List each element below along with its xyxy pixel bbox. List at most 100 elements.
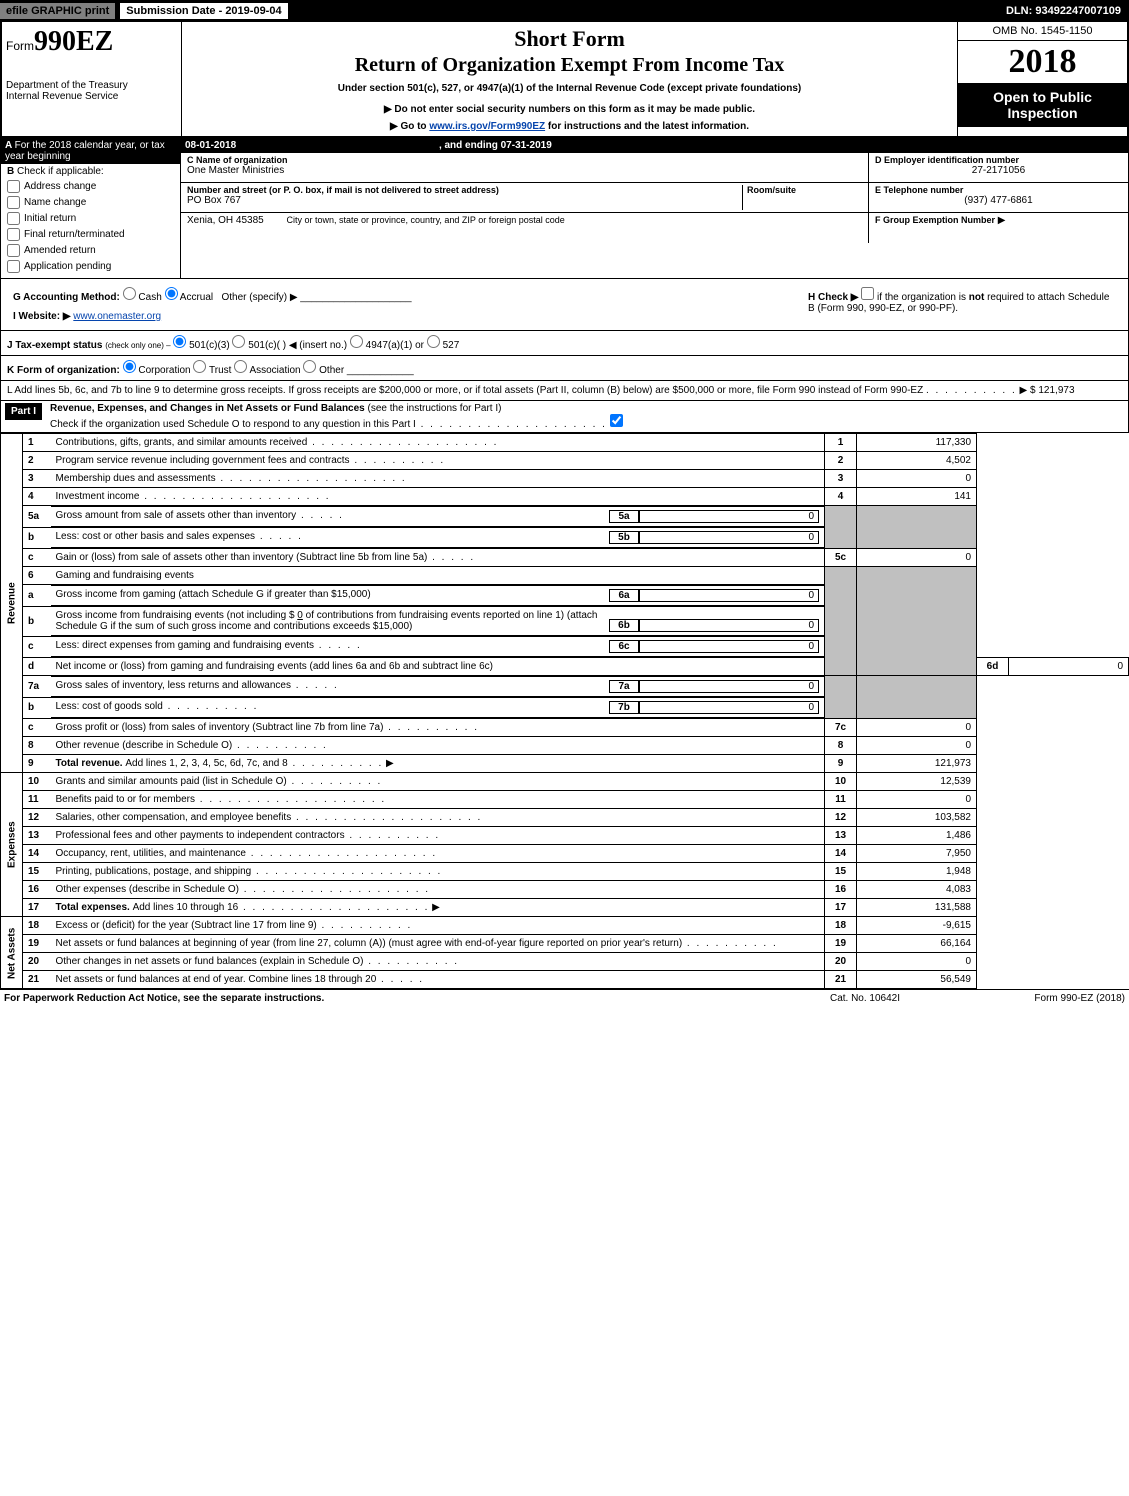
- chk-initial-return[interactable]: Initial return: [7, 212, 174, 225]
- addr-cell: Number and street (or P. O. box, if mail…: [181, 183, 868, 213]
- dept-irs: Internal Revenue Service: [6, 91, 177, 102]
- line-7c-val: 0: [857, 719, 977, 737]
- omb-number: OMB No. 1545-1150: [958, 22, 1127, 41]
- line-9-val: 121,973: [857, 755, 977, 773]
- line-2-val: 4,502: [857, 452, 977, 470]
- line-17: 17Total expenses. Add lines 10 through 1…: [1, 899, 1129, 917]
- website-link[interactable]: www.onemaster.org: [73, 311, 161, 322]
- l-text: L Add lines 5b, 6c, and 7b to line 9 to …: [7, 385, 923, 396]
- line-10-desc: Grants and similar amounts paid (list in…: [56, 776, 287, 787]
- irs-link[interactable]: www.irs.gov/Form990EZ: [429, 121, 545, 132]
- lines-table: Revenue 1Contributions, gifts, grants, a…: [0, 433, 1129, 989]
- l-val: $ 121,973: [1030, 385, 1075, 396]
- form-header: Form990EZ Department of the Treasury Int…: [0, 22, 1129, 138]
- f-arrow: ▶: [998, 215, 1006, 226]
- l-arrow: ▶: [1020, 385, 1028, 396]
- form-prefix: Form: [6, 39, 34, 53]
- k-o3: Association: [249, 365, 300, 376]
- efile-print-button[interactable]: efile GRAPHIC print: [0, 3, 115, 19]
- chk-527[interactable]: 527: [427, 340, 459, 351]
- j-hint: (check only one) –: [105, 341, 170, 350]
- h-not: not: [969, 292, 985, 303]
- chk-final-return[interactable]: Final return/terminated: [7, 228, 174, 241]
- i-label: I Website: ▶: [13, 311, 71, 322]
- line-9-d2: Add lines 1, 2, 3, 4, 5c, 6d, 7c, and 8: [125, 758, 287, 769]
- line-6a-desc: Gross income from gaming (attach Schedul…: [56, 589, 610, 602]
- j-o1: 501(c)(3): [189, 340, 230, 351]
- chk-label: Final return/terminated: [24, 229, 125, 240]
- chk-amended-return[interactable]: Amended return: [7, 244, 174, 257]
- other-label: Other (specify) ▶: [221, 292, 297, 303]
- chk-name-change[interactable]: Name change: [7, 196, 174, 209]
- addr-label: Number and street (or P. O. box, if mail…: [187, 185, 742, 195]
- ein-cell: D Employer identification number 27-2171…: [869, 153, 1128, 183]
- line-16-val: 4,083: [857, 881, 977, 899]
- ein-val: 27-2171056: [875, 165, 1122, 176]
- line-5a: 5aGross amount from sale of assets other…: [1, 506, 1129, 528]
- j-o4: 527: [443, 340, 460, 351]
- chk-association[interactable]: Association: [234, 365, 300, 376]
- return-title: Return of Organization Exempt From Incom…: [190, 54, 949, 77]
- row-k: K Form of organization: Corporation Trus…: [0, 356, 1129, 381]
- tax-year: 2018: [958, 41, 1127, 83]
- row-g-h: G Accounting Method: Cash Accrual Other …: [0, 279, 1129, 331]
- line-4-desc: Investment income: [56, 491, 140, 502]
- line-1-desc: Contributions, gifts, grants, and simila…: [56, 437, 308, 448]
- line-6a-val: 0: [639, 589, 819, 602]
- chk-trust[interactable]: Trust: [193, 365, 231, 376]
- open-public-1: Open to Public: [962, 89, 1123, 105]
- chk-address-change[interactable]: Address change: [7, 180, 174, 193]
- row-l: L Add lines 5b, 6c, and 7b to line 9 to …: [0, 381, 1129, 401]
- line-9: 9Total revenue. Add lines 1, 2, 3, 4, 5c…: [1, 755, 1129, 773]
- goto-line: ▶ Go to www.irs.gov/Form990EZ for instru…: [190, 121, 949, 132]
- chk-4947[interactable]: 4947(a)(1) or: [350, 340, 424, 351]
- part1-header-row: Part I Revenue, Expenses, and Changes in…: [0, 401, 1129, 433]
- chk-cash[interactable]: Cash: [123, 292, 162, 303]
- line-17-d2: Add lines 10 through 16: [133, 902, 239, 913]
- chk-accrual[interactable]: Accrual: [165, 292, 214, 303]
- line-11: 11Benefits paid to or for members110: [1, 791, 1129, 809]
- line-3-desc: Membership dues and assessments: [56, 473, 216, 484]
- a-pre: For the 2018 calendar year, or tax year …: [5, 140, 165, 162]
- line-21-val: 56,549: [857, 971, 977, 989]
- ssn-warning: ▶ Do not enter social security numbers o…: [190, 104, 949, 115]
- chk-label: Amended return: [24, 245, 96, 256]
- line-5c-val: 0: [857, 549, 977, 567]
- short-form-title: Short Form: [190, 26, 949, 52]
- submission-date: Submission Date - 2019-09-04: [119, 2, 288, 20]
- side-net-assets: Net Assets: [1, 917, 23, 989]
- line-20: 20Other changes in net assets or fund ba…: [1, 953, 1129, 971]
- phone-cell: E Telephone number (937) 477-6861: [869, 183, 1128, 213]
- line-5b-desc: Less: cost or other basis and sales expe…: [56, 531, 256, 542]
- chk-other-org[interactable]: Other: [303, 365, 344, 376]
- chk-schedule-b[interactable]: [861, 287, 874, 300]
- line-7b-desc: Less: cost of goods sold: [56, 701, 163, 712]
- chk-501c3[interactable]: 501(c)(3): [173, 340, 229, 351]
- line-7a-desc: Gross sales of inventory, less returns a…: [56, 680, 291, 691]
- line-13-desc: Professional fees and other payments to …: [56, 830, 345, 841]
- line-7c-desc: Gross profit or (loss) from sales of inv…: [56, 722, 384, 733]
- chk-corporation[interactable]: Corporation: [123, 365, 191, 376]
- line-12-desc: Salaries, other compensation, and employ…: [56, 812, 292, 823]
- line-5c-desc: Gain or (loss) from sale of assets other…: [56, 552, 428, 563]
- line-15-val: 1,948: [857, 863, 977, 881]
- addr-val: PO Box 767: [187, 195, 742, 206]
- chk-schedule-o[interactable]: [610, 414, 623, 427]
- line-10: Expenses 10Grants and similar amounts pa…: [1, 773, 1129, 791]
- line-6c-desc: Less: direct expenses from gaming and fu…: [56, 640, 314, 651]
- chk-label: Address change: [24, 181, 96, 192]
- line-5b-val: 0: [639, 531, 819, 544]
- j-label: J Tax-exempt status: [7, 340, 102, 351]
- cat-number: Cat. No. 10642I: [765, 993, 965, 1004]
- line-1-val: 117,330: [857, 434, 977, 452]
- part1-check: Check if the organization used Schedule …: [50, 419, 416, 430]
- line-12-val: 103,582: [857, 809, 977, 827]
- row-j: J Tax-exempt status (check only one) – 5…: [0, 331, 1129, 356]
- line-2: 2Program service revenue including gover…: [1, 452, 1129, 470]
- line-13-val: 1,486: [857, 827, 977, 845]
- chk-application-pending[interactable]: Application pending: [7, 260, 174, 273]
- chk-501c[interactable]: 501(c)( ) ◀ (insert no.): [232, 340, 347, 351]
- form-version: Form 990-EZ (2018): [965, 993, 1125, 1004]
- line-19-desc: Net assets or fund balances at beginning…: [56, 938, 683, 949]
- open-to-public: Open to Public Inspection: [958, 83, 1127, 127]
